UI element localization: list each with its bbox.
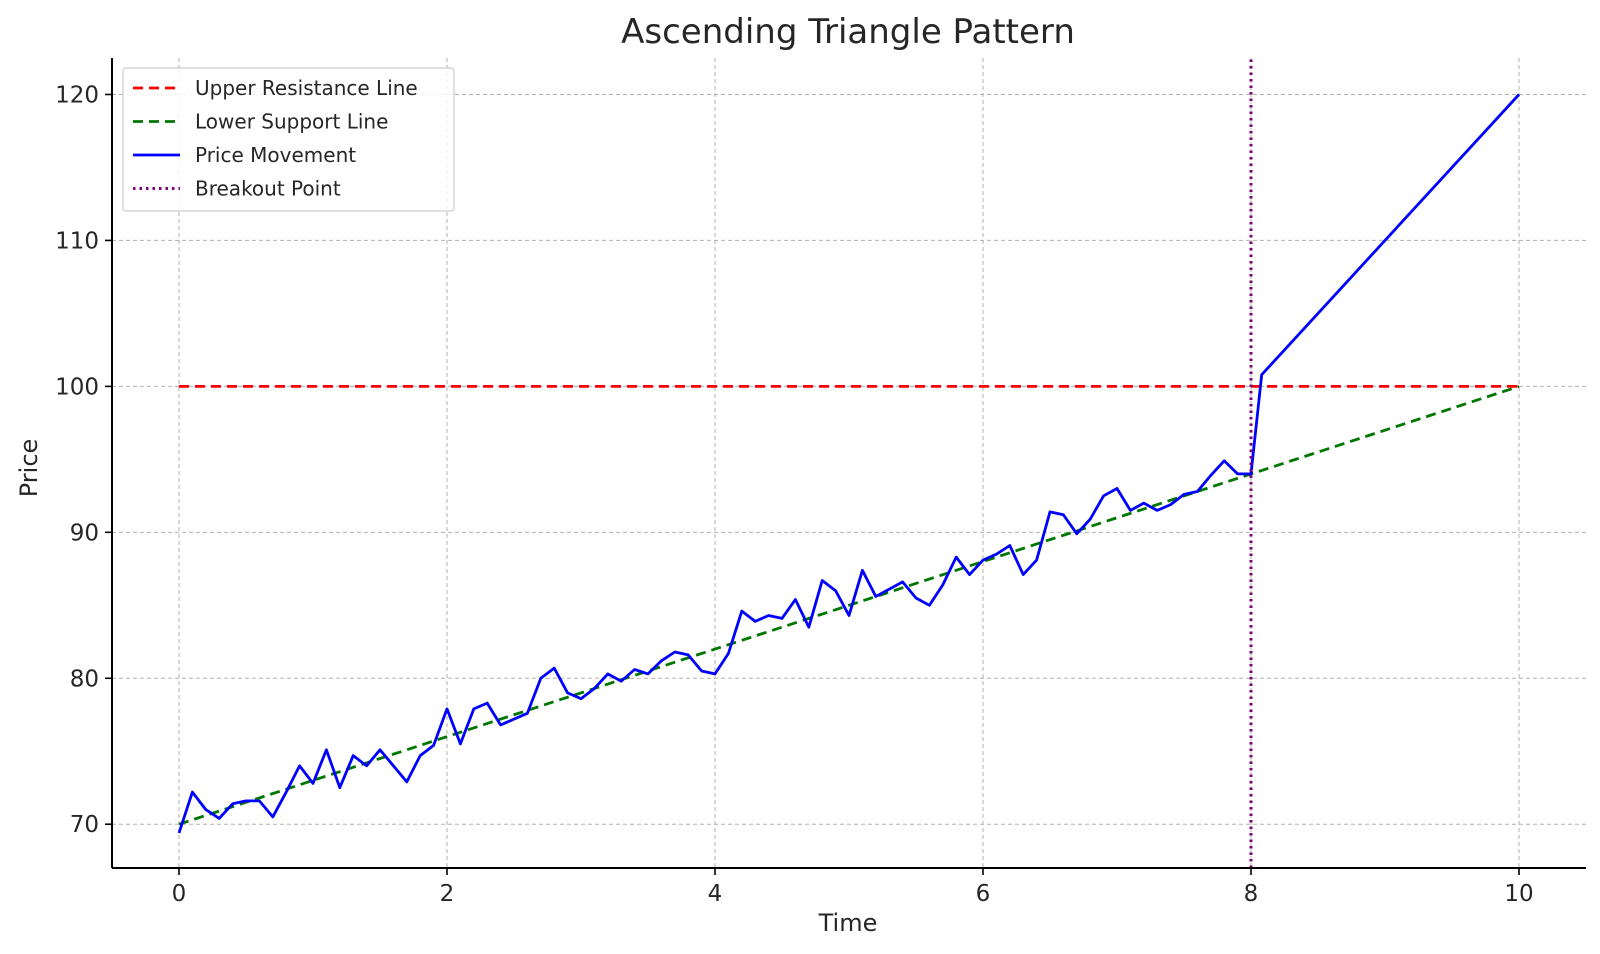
legend-label-3: Breakout Point xyxy=(195,177,341,201)
legend-frame xyxy=(122,67,455,212)
chart-title: Ascending Triangle Pattern xyxy=(621,12,1075,52)
x-tick-label-0: 0 xyxy=(172,881,187,907)
y-tick-label-110: 110 xyxy=(55,228,99,254)
y-axis-label: Price xyxy=(15,439,43,498)
y-tick-label-70: 70 xyxy=(70,812,99,838)
x-tick-label-10: 10 xyxy=(1504,881,1533,907)
series-line-lower-support-line xyxy=(178,385,1520,826)
x-tick-label-4: 4 xyxy=(708,881,723,907)
x-tick-label-2: 2 xyxy=(440,881,455,907)
y-ticks: 70 80 90 100 110 120 xyxy=(55,82,112,838)
series-line-price-movement xyxy=(177,93,1521,834)
legend: Upper Resistance Line Lower Support Line P… xyxy=(122,67,455,212)
x-axis-label: Time xyxy=(818,909,878,937)
x-tick-label-8: 8 xyxy=(1244,881,1259,907)
y-tick-label-80: 80 xyxy=(70,666,99,692)
legend-label-2: Price Movement xyxy=(195,143,356,167)
legend-label-1: Lower Support Line xyxy=(195,110,388,134)
grid xyxy=(112,58,1586,868)
axes xyxy=(111,58,1586,869)
x-ticks: 0 2 4 6 8 10 xyxy=(172,868,1534,907)
y-tick-label-90: 90 xyxy=(70,520,99,546)
y-tick-label-120: 120 xyxy=(55,82,99,108)
legend-label-0: Upper Resistance Line xyxy=(195,76,418,100)
x-tick-label-6: 6 xyxy=(976,881,991,907)
plot-area xyxy=(177,58,1521,868)
y-tick-label-100: 100 xyxy=(55,374,99,400)
